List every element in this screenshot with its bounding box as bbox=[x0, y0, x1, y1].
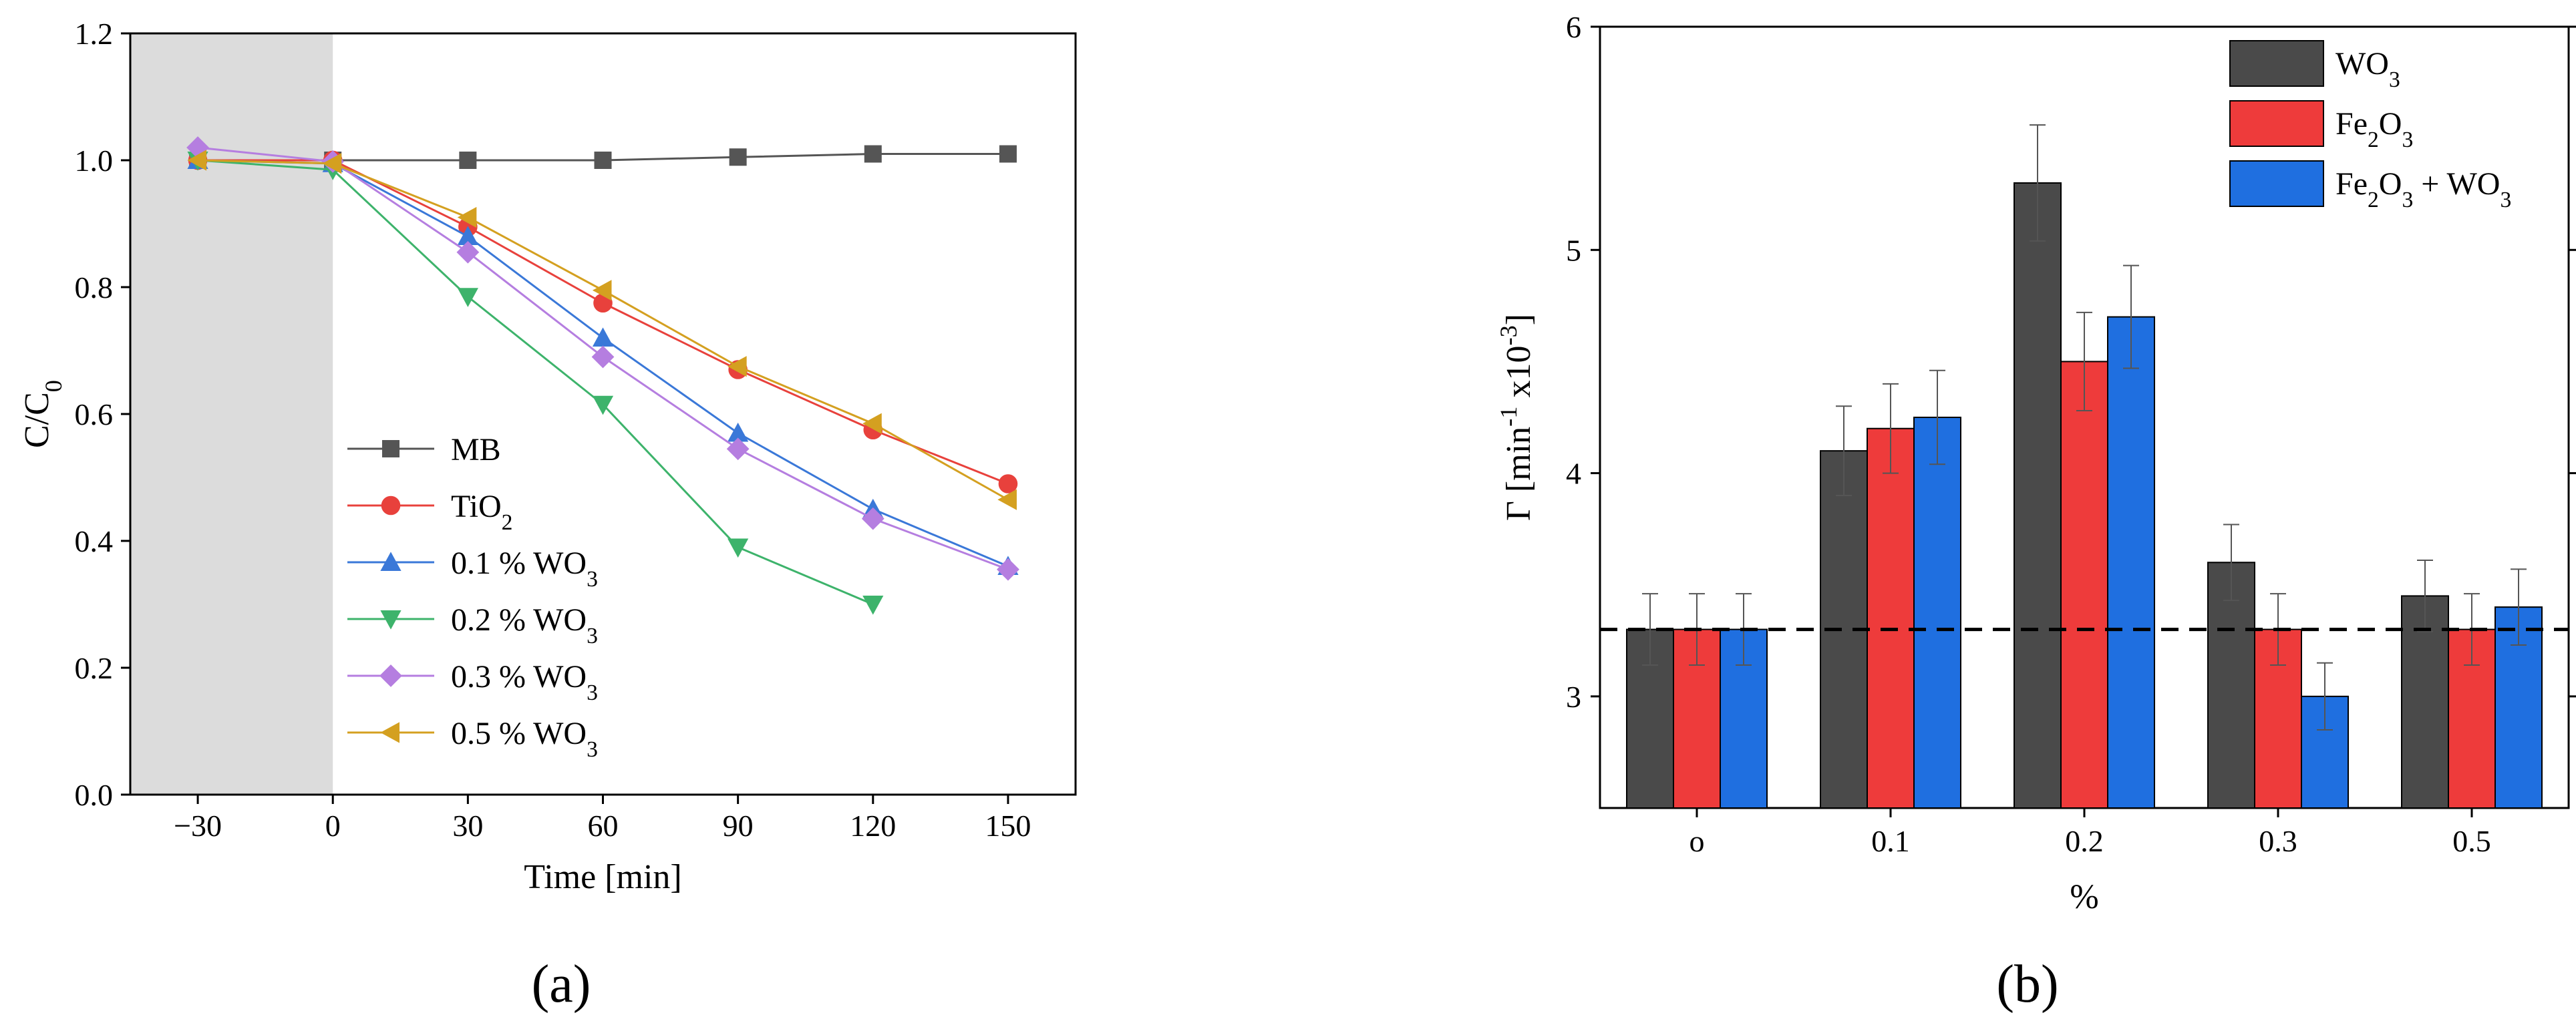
x-axis-title: % bbox=[2070, 878, 2098, 916]
bar bbox=[2107, 316, 2155, 809]
y-axis-title: C/C0 bbox=[18, 380, 67, 448]
x-tick-label: 60 bbox=[588, 809, 619, 843]
series-5 bbox=[187, 150, 1017, 510]
legend-label: 0.3 % WO3 bbox=[451, 659, 598, 705]
data-point bbox=[862, 413, 882, 434]
data-point bbox=[864, 145, 882, 163]
legend-label: WO3 bbox=[2336, 46, 2400, 92]
y-tick-label: 0.4 bbox=[75, 524, 114, 558]
legend-marker bbox=[380, 552, 401, 571]
x-tick-label: −30 bbox=[174, 809, 222, 843]
data-point bbox=[999, 145, 1017, 163]
data-point bbox=[592, 280, 612, 301]
x-tick-label: 90 bbox=[723, 809, 754, 843]
data-point bbox=[997, 558, 1019, 581]
bar bbox=[1867, 427, 1915, 809]
data-point bbox=[728, 422, 749, 442]
bar bbox=[2060, 361, 2108, 809]
bar bbox=[2207, 562, 2255, 809]
legend-label: 0.2 % WO3 bbox=[451, 602, 598, 648]
panel-label-b: (b) bbox=[1996, 955, 2058, 1014]
legend-label: 0.5 % WO3 bbox=[451, 716, 598, 762]
legend-marker bbox=[380, 610, 401, 630]
data-point bbox=[457, 226, 478, 245]
y-tick-label: 5 bbox=[1566, 233, 1581, 267]
dark-phase-region bbox=[130, 33, 333, 795]
x-tick-label: 0.3 bbox=[2259, 824, 2297, 858]
data-point bbox=[728, 356, 747, 377]
y-tick-label: 6 bbox=[1566, 10, 1581, 44]
legend-marker bbox=[380, 722, 399, 743]
data-point bbox=[591, 345, 615, 369]
legend-label: TiO2 bbox=[451, 489, 512, 535]
y-tick-label: 0.6 bbox=[75, 397, 114, 431]
y-tick-label: 0.2 bbox=[75, 651, 114, 685]
legend-label: MB bbox=[451, 432, 501, 467]
chart-b-bar-chart: 3 4 5 6 o 0.1 0.2 0.3 0.5% Γ [min-1 x10-3] WO3 Fe2O… bbox=[1495, 10, 2576, 916]
data-point bbox=[592, 327, 614, 347]
data-point bbox=[456, 240, 480, 264]
legend-swatch bbox=[2229, 40, 2324, 87]
data-point bbox=[998, 474, 1018, 493]
data-point bbox=[592, 395, 614, 415]
data-point bbox=[729, 148, 747, 166]
x-tick-label: 0 bbox=[325, 809, 341, 843]
data-point bbox=[728, 538, 749, 558]
data-point bbox=[322, 153, 342, 174]
x-tick-label: 120 bbox=[850, 809, 896, 843]
bar bbox=[1673, 628, 1721, 809]
legend-marker bbox=[382, 440, 399, 457]
y-tick-label: 0.8 bbox=[75, 270, 114, 304]
data-point bbox=[457, 206, 477, 228]
legend-label: 0.1 % WO3 bbox=[451, 546, 598, 592]
x-axis-title: Time [min] bbox=[524, 858, 681, 896]
y-tick-label: 3 bbox=[1566, 680, 1581, 714]
legend-marker bbox=[379, 664, 402, 687]
data-point bbox=[187, 150, 207, 171]
x-tick-label: 0.5 bbox=[2452, 824, 2491, 858]
x-tick-label: o bbox=[1689, 824, 1705, 858]
data-point bbox=[861, 507, 884, 530]
legend-label: Fe2O3 bbox=[2336, 106, 2413, 152]
x-tick-label: 150 bbox=[985, 809, 1031, 843]
x-tick-label: 0.2 bbox=[2065, 824, 2104, 858]
y-tick-label: 4 bbox=[1566, 457, 1581, 491]
data-point bbox=[594, 152, 612, 169]
bar bbox=[1913, 417, 1961, 809]
data-point bbox=[459, 152, 477, 169]
panel-label-a: (a) bbox=[532, 955, 591, 1014]
legend-marker bbox=[381, 495, 401, 516]
legend-label: Fe2O3 + WO3 bbox=[2336, 166, 2511, 212]
data-point bbox=[862, 596, 884, 615]
bar bbox=[2014, 182, 2062, 809]
x-tick-label: 30 bbox=[452, 809, 483, 843]
series-line bbox=[197, 159, 874, 606]
data-point bbox=[726, 437, 750, 461]
y-tick-label: 1.2 bbox=[75, 17, 114, 51]
x-tick-label: 0.1 bbox=[1871, 824, 1910, 858]
y-axis-title: Γ [min-1 x10-3] bbox=[1495, 314, 1538, 521]
legend-swatch bbox=[2229, 160, 2324, 207]
y-tick-label: 1.0 bbox=[75, 144, 114, 178]
data-point bbox=[997, 489, 1017, 510]
legend-swatch bbox=[2229, 100, 2324, 147]
y-tick-label: 0.0 bbox=[75, 778, 114, 812]
data-point bbox=[457, 288, 478, 307]
chart-a-time-series: −30 0 30 60 90 120 150 0.0 0.2 0.4 0.6 0.8 1.0 1.2 Tim… bbox=[18, 17, 1077, 896]
